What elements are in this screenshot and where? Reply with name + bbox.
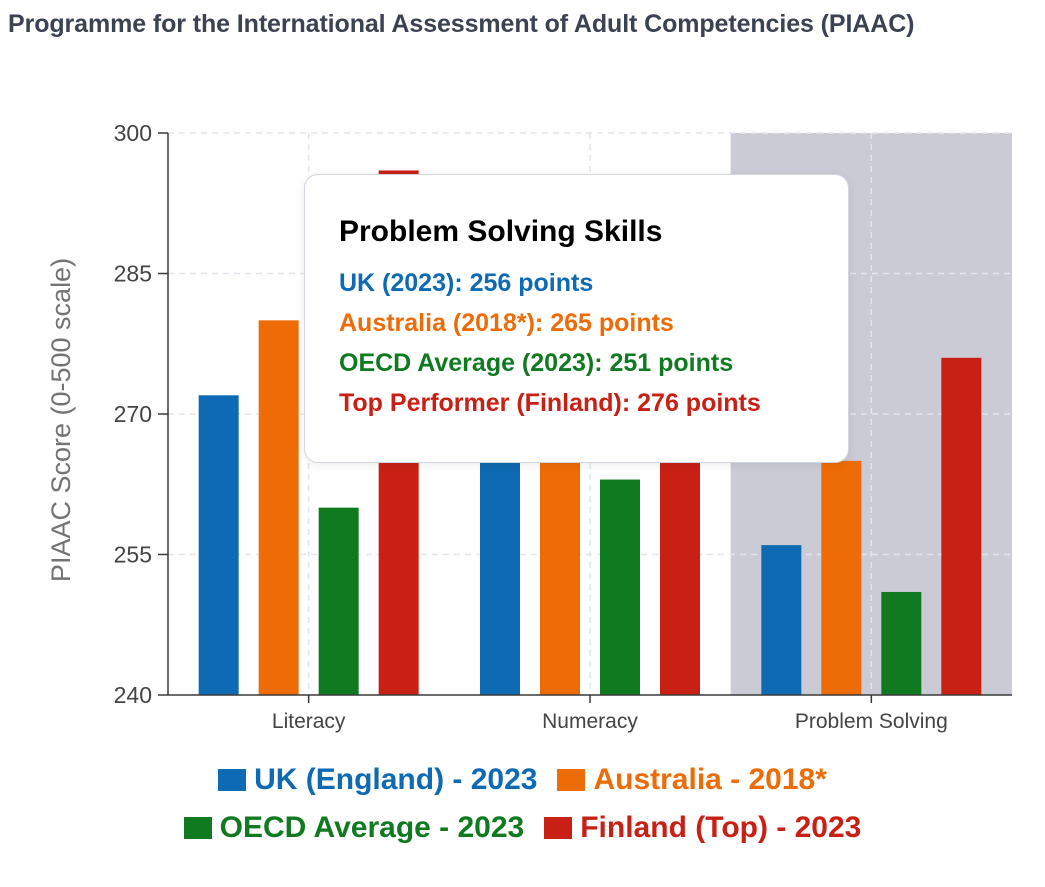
- bar-numeracy-0: [480, 460, 520, 695]
- y-axis-title: PIAAC Score (0-500 scale): [46, 258, 76, 582]
- bar-numeracy-2: [600, 479, 640, 695]
- legend-swatch-uk: [218, 769, 247, 791]
- y-tick-label: 285: [114, 261, 152, 287]
- legend-swatch-oecd: [183, 817, 212, 839]
- bar-problem-solving-2: [881, 591, 922, 695]
- chart-title: Programme for the International Assessme…: [8, 10, 915, 38]
- tooltip-line-oecd: OECD Average (2023): 251 points: [339, 349, 734, 377]
- y-tick-label: 255: [114, 542, 152, 568]
- legend-item-australia[interactable]: Australia - 2018*: [557, 763, 827, 797]
- legend-label-australia: Australia - 2018*: [593, 763, 827, 796]
- bar-literacy-2: [318, 507, 359, 695]
- legend-item-finland[interactable]: Finland (Top) - 2023: [544, 811, 861, 845]
- legend-swatch-finland: [544, 817, 573, 839]
- legend-label-finland: Finland (Top) - 2023: [580, 811, 862, 844]
- tooltip-line-finland: Top Performer (Finland): 276 points: [339, 389, 761, 417]
- legend-item-uk[interactable]: UK (England) - 2023: [218, 763, 537, 797]
- bar-numeracy-3: [660, 460, 700, 695]
- legend-label-oecd: OECD Average - 2023: [219, 811, 525, 844]
- y-tick-label: 300: [114, 120, 152, 146]
- x-tick-label: Literacy: [272, 710, 346, 733]
- x-tick-label: Problem Solving: [795, 710, 948, 733]
- bar-literacy-1: [258, 320, 299, 695]
- tooltip-line-uk: UK (2023): 256 points: [339, 269, 594, 297]
- tooltip-line-australia: Australia (2018*): 265 points: [339, 309, 674, 337]
- bar-problem-solving-1: [821, 460, 862, 695]
- chart-legend: UK (England) - 2023 Australia - 2018* OE…: [0, 756, 1045, 852]
- bar-problem-solving-0: [761, 545, 802, 695]
- legend-item-oecd[interactable]: OECD Average - 2023: [183, 811, 525, 845]
- x-tick-label: Numeracy: [542, 710, 638, 733]
- bar-problem-solving-3: [941, 357, 982, 695]
- y-tick-label: 240: [114, 682, 152, 708]
- y-tick-label: 270: [114, 401, 152, 427]
- bar-numeracy-1: [540, 460, 580, 695]
- legend-swatch-australia: [557, 769, 586, 791]
- legend-label-uk: UK (England) - 2023: [254, 763, 538, 796]
- tooltip-title: Problem Solving Skills: [339, 215, 663, 248]
- bar-literacy-0: [198, 395, 239, 695]
- tooltip-problem-solving: Problem Solving Skills UK (2023): 256 po…: [304, 174, 849, 463]
